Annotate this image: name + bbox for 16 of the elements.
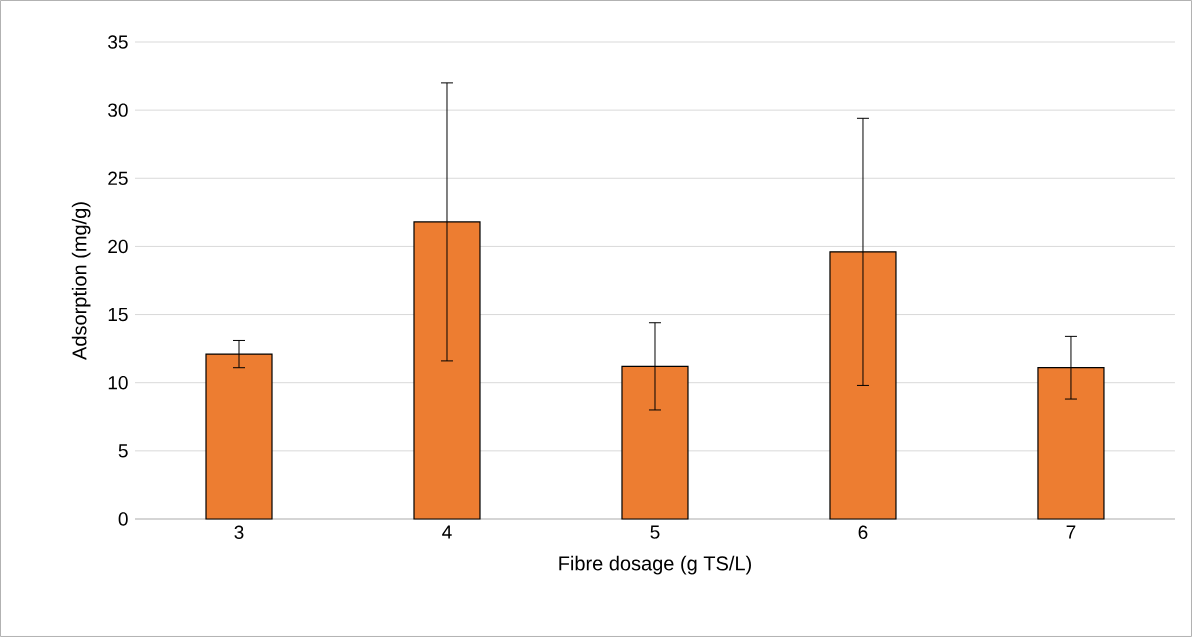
y-axis-title: Adsorption (mg/g) [71, 202, 91, 360]
y-tick-label: 10 [108, 375, 128, 390]
y-tick-label: 15 [108, 307, 128, 322]
x-tick-label: 3 [234, 525, 244, 539]
y-tick-label: 5 [118, 444, 128, 458]
y-tick-label: 35 [108, 35, 128, 49]
x-tick-label: 7 [1066, 525, 1076, 539]
bar [621, 365, 689, 520]
y-tick-label: 25 [108, 171, 128, 186]
y-tick-label: 30 [108, 103, 128, 117]
x-tick-label: 4 [442, 525, 452, 539]
x-tick-label: 6 [858, 525, 868, 539]
x-tick-label: 5 [650, 525, 660, 539]
y-tick-label: 20 [108, 239, 128, 254]
y-tick-label: 0 [118, 512, 128, 526]
x-axis-title: Fibre dosage (g TS/L) [559, 555, 751, 575]
